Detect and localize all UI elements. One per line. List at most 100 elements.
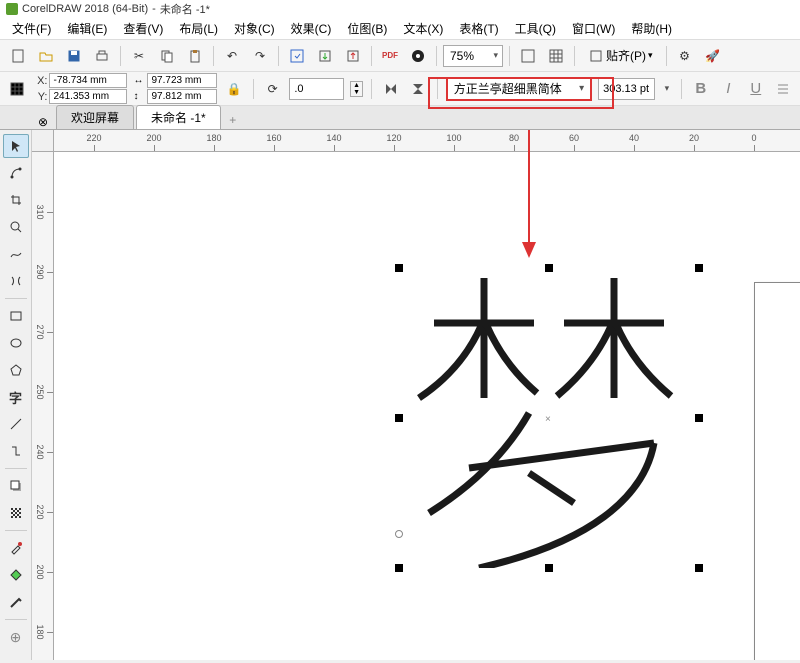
crop-tool-icon[interactable] [3, 188, 29, 212]
outline-tool-icon[interactable] [3, 590, 29, 614]
options-icon[interactable]: ⚙ [673, 44, 697, 68]
new-doc-icon[interactable] [6, 44, 30, 68]
mirror-h-icon[interactable] [380, 77, 401, 101]
ruler-tick: 180 [35, 624, 45, 639]
ruler-tick: 250 [35, 384, 45, 399]
menu-object[interactable]: 对象(C) [226, 18, 283, 39]
menu-file[interactable]: 文件(F) [4, 18, 59, 39]
ruler-tick: 270 [35, 324, 45, 339]
connector-tool-icon[interactable] [3, 439, 29, 463]
font-family-select[interactable]: 方正兰亭超细黑简体 [446, 77, 592, 101]
fill-tool-icon[interactable] [3, 563, 29, 587]
width-input[interactable]: 97.723 mm [147, 73, 217, 88]
print-icon[interactable] [90, 44, 114, 68]
ruler-tick: 0 [751, 133, 756, 143]
menu-bitmap[interactable]: 位图(B) [339, 18, 395, 39]
grid-small-icon[interactable] [6, 77, 27, 101]
expand-tool-icon[interactable]: ⊕ [3, 625, 29, 649]
vertical-ruler[interactable]: 310290270250240220200180 [32, 152, 54, 660]
rotation-input[interactable]: .0 [289, 78, 344, 100]
ruler-tick: 240 [35, 444, 45, 459]
menu-bar: 文件(F) 编辑(E) 查看(V) 布局(L) 对象(C) 效果(C) 位图(B… [0, 18, 800, 40]
copy-icon[interactable] [155, 44, 179, 68]
resize-handle-mr[interactable] [695, 414, 703, 422]
record-icon[interactable] [406, 44, 430, 68]
export-icon[interactable] [341, 44, 365, 68]
launch-icon[interactable]: 🚀 [701, 44, 725, 68]
height-input[interactable]: 97.812 mm [147, 89, 217, 104]
open-icon[interactable] [34, 44, 58, 68]
resize-handle-bl[interactable] [395, 564, 403, 572]
zoom-tool-icon[interactable] [3, 215, 29, 239]
ruler-corner[interactable] [32, 130, 54, 152]
resize-handle-tc[interactable] [545, 264, 553, 272]
import-icon[interactable] [313, 44, 337, 68]
rectangle-tool-icon[interactable] [3, 304, 29, 328]
resize-handle-tl[interactable] [395, 264, 403, 272]
mirror-v-icon[interactable] [407, 77, 428, 101]
menu-edit[interactable]: 编辑(E) [59, 18, 115, 39]
font-size-input[interactable]: 303.13 pt [598, 78, 655, 100]
pick-tool-icon[interactable] [3, 134, 29, 158]
app-title: CorelDRAW 2018 (64-Bit) [22, 3, 148, 15]
transparency-tool-icon[interactable] [3, 501, 29, 525]
add-tab-button[interactable]: + [223, 111, 243, 129]
resize-handle-ml[interactable] [395, 414, 403, 422]
bold-button[interactable]: B [690, 77, 711, 101]
save-icon[interactable] [62, 44, 86, 68]
underline-button[interactable]: U [745, 77, 766, 101]
ruler-tick: 20 [689, 133, 699, 143]
menu-window[interactable]: 窗口(W) [564, 18, 623, 39]
fullscreen-icon[interactable] [516, 44, 540, 68]
paste-icon[interactable] [183, 44, 207, 68]
standard-toolbar: ✂ ↶ ↷ PDF 75% 贴齐(P) ▾ ⚙ 🚀 [0, 40, 800, 72]
tab-document[interactable]: 未命名 -1* [136, 105, 221, 129]
rotate-icon: ⟳ [262, 77, 283, 101]
freehand-tool-icon[interactable] [3, 242, 29, 266]
grid-icon[interactable] [544, 44, 568, 68]
ruler-tick: 290 [35, 264, 45, 279]
snap-button[interactable]: 贴齐(P) ▾ [581, 44, 660, 67]
close-tabs-icon[interactable]: ⊗ [36, 115, 50, 129]
dimension-tool-icon[interactable] [3, 412, 29, 436]
ellipse-tool-icon[interactable] [3, 331, 29, 355]
text-tool-icon[interactable]: 字 [3, 385, 29, 409]
title-bar: CorelDRAW 2018 (64-Bit) - 未命名 -1* [0, 0, 800, 18]
dropshadow-tool-icon[interactable] [3, 474, 29, 498]
resize-handle-tr[interactable] [695, 264, 703, 272]
menu-effects[interactable]: 效果(C) [283, 18, 340, 39]
ruler-tick: 200 [146, 133, 161, 143]
menu-view[interactable]: 查看(V) [115, 18, 171, 39]
search-icon[interactable] [285, 44, 309, 68]
menu-text[interactable]: 文本(X) [395, 18, 451, 39]
polygon-tool-icon[interactable] [3, 358, 29, 382]
menu-table[interactable]: 表格(T) [451, 18, 506, 39]
y-input[interactable]: 241.353 mm [49, 89, 127, 104]
size-box: ↔97.723 mm ↕97.812 mm [133, 73, 217, 104]
spin-down[interactable]: ▼ [351, 89, 362, 96]
eyedropper-tool-icon[interactable] [3, 536, 29, 560]
toolbox: 字 ⊕ [0, 130, 32, 660]
fontsize-dropdown-icon[interactable]: ▾ [661, 83, 674, 94]
canvas[interactable]: × [54, 152, 800, 660]
publish-pdf-icon[interactable]: PDF [378, 44, 402, 68]
app-icon [6, 3, 18, 15]
resize-handle-bc[interactable] [545, 564, 553, 572]
zoom-level-select[interactable]: 75% [443, 45, 503, 67]
undo-icon[interactable]: ↶ [220, 44, 244, 68]
cut-icon[interactable]: ✂ [127, 44, 151, 68]
italic-button[interactable]: I [718, 77, 739, 101]
text-align-icon[interactable] [773, 77, 794, 101]
redo-icon[interactable]: ↷ [248, 44, 272, 68]
artistic-media-icon[interactable] [3, 269, 29, 293]
lock-ratio-icon[interactable]: 🔒 [223, 77, 244, 101]
spin-up[interactable]: ▲ [351, 82, 362, 89]
resize-handle-br[interactable] [695, 564, 703, 572]
menu-help[interactable]: 帮助(H) [623, 18, 680, 39]
menu-layout[interactable]: 布局(L) [171, 18, 226, 39]
horizontal-ruler[interactable]: 220200180160140120100806040200 [54, 130, 800, 152]
menu-tools[interactable]: 工具(Q) [507, 18, 564, 39]
x-input[interactable]: -78.734 mm [49, 73, 127, 88]
shape-tool-icon[interactable] [3, 161, 29, 185]
tab-welcome[interactable]: 欢迎屏幕 [56, 105, 134, 129]
